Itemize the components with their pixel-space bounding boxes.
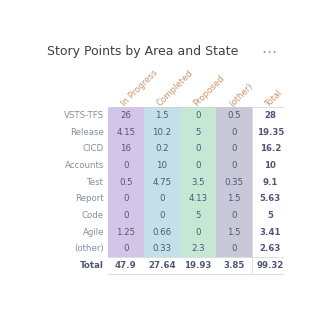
Text: 1.5: 1.5 xyxy=(227,194,241,204)
Text: Proposed: Proposed xyxy=(192,74,226,108)
Text: 9.1: 9.1 xyxy=(263,178,278,187)
Text: 3.41: 3.41 xyxy=(260,228,281,237)
Text: Total: Total xyxy=(264,88,284,108)
Bar xyxy=(180,107,216,257)
Text: 4.15: 4.15 xyxy=(116,128,135,137)
Text: Accounts: Accounts xyxy=(65,161,104,170)
Text: 0: 0 xyxy=(195,144,201,154)
Text: 2.3: 2.3 xyxy=(191,245,205,253)
Text: 2.63: 2.63 xyxy=(260,245,281,253)
Text: 5: 5 xyxy=(195,211,201,220)
Text: 1.5: 1.5 xyxy=(155,111,169,120)
Text: 3.85: 3.85 xyxy=(224,261,245,270)
Text: 16: 16 xyxy=(120,144,131,154)
Text: 19.93: 19.93 xyxy=(184,261,212,270)
Text: 19.35: 19.35 xyxy=(257,128,284,137)
Text: 0.35: 0.35 xyxy=(225,178,244,187)
Text: 0: 0 xyxy=(123,161,129,170)
Text: Test: Test xyxy=(87,178,104,187)
Text: 5.63: 5.63 xyxy=(260,194,281,204)
Text: 1.25: 1.25 xyxy=(116,228,135,237)
Text: ⋯: ⋯ xyxy=(261,45,276,60)
Text: Report: Report xyxy=(76,194,104,204)
Bar xyxy=(144,107,180,257)
Text: 3.5: 3.5 xyxy=(191,178,205,187)
Text: 10: 10 xyxy=(157,161,168,170)
Text: 27.64: 27.64 xyxy=(148,261,176,270)
Text: (other): (other) xyxy=(74,245,104,253)
Text: 0: 0 xyxy=(232,161,237,170)
Bar xyxy=(108,107,144,257)
Text: 0: 0 xyxy=(195,161,201,170)
Text: 1.5: 1.5 xyxy=(227,228,241,237)
Text: 0.5: 0.5 xyxy=(227,111,241,120)
Text: 0: 0 xyxy=(232,144,237,154)
Text: Release: Release xyxy=(70,128,104,137)
Text: 0: 0 xyxy=(232,211,237,220)
Text: 10: 10 xyxy=(264,161,276,170)
Text: 4.75: 4.75 xyxy=(152,178,171,187)
Text: 0: 0 xyxy=(123,211,129,220)
Text: 5: 5 xyxy=(267,211,273,220)
Text: Total: Total xyxy=(80,261,104,270)
Text: 26: 26 xyxy=(120,111,131,120)
Text: 0: 0 xyxy=(159,194,165,204)
Text: 0: 0 xyxy=(232,245,237,253)
Text: 10.2: 10.2 xyxy=(152,128,171,137)
Text: 28: 28 xyxy=(264,111,276,120)
Text: 0: 0 xyxy=(159,211,165,220)
Text: 0.33: 0.33 xyxy=(152,245,171,253)
Text: 16.2: 16.2 xyxy=(260,144,281,154)
Text: VSTS-TFS: VSTS-TFS xyxy=(64,111,104,120)
Text: 4.13: 4.13 xyxy=(188,194,208,204)
Text: 0.5: 0.5 xyxy=(119,178,133,187)
Text: 0.66: 0.66 xyxy=(152,228,171,237)
Text: (other): (other) xyxy=(228,81,255,108)
Text: 5: 5 xyxy=(195,128,201,137)
Text: Agile: Agile xyxy=(83,228,104,237)
Text: 47.9: 47.9 xyxy=(115,261,137,270)
Text: 0: 0 xyxy=(123,194,129,204)
Text: Completed: Completed xyxy=(156,69,195,108)
Text: In Progress: In Progress xyxy=(119,69,159,108)
Bar xyxy=(216,107,252,257)
Text: 0: 0 xyxy=(232,128,237,137)
Text: CICD: CICD xyxy=(83,144,104,154)
Text: 99.32: 99.32 xyxy=(257,261,284,270)
Text: 0: 0 xyxy=(195,111,201,120)
Text: Story Points by Area and State: Story Points by Area and State xyxy=(47,45,238,58)
Text: 0.2: 0.2 xyxy=(155,144,169,154)
Text: 0: 0 xyxy=(123,245,129,253)
Text: 0: 0 xyxy=(195,228,201,237)
Text: Code: Code xyxy=(82,211,104,220)
